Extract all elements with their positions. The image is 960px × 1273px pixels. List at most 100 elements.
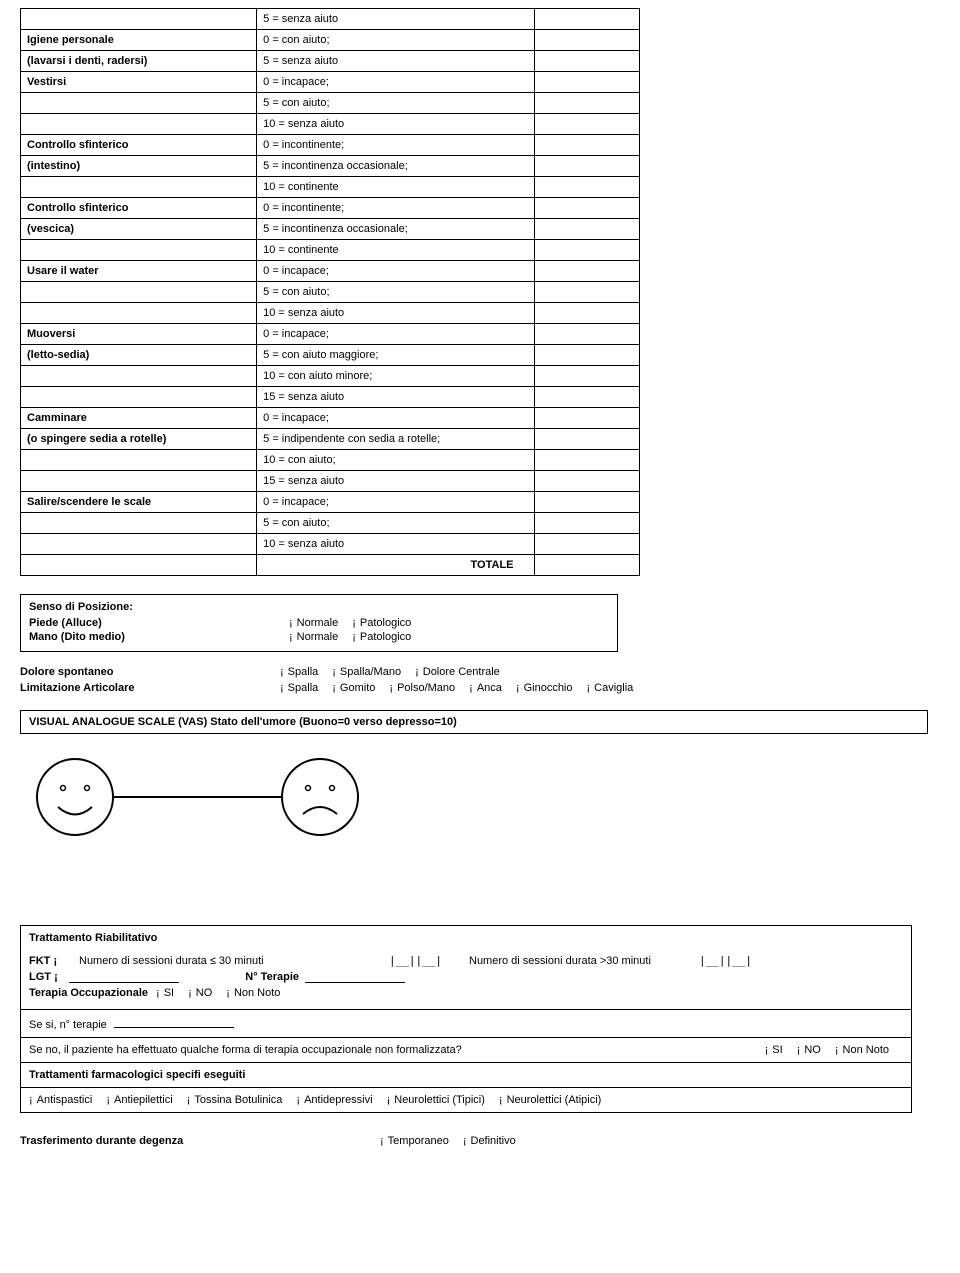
table-row: 10 = con aiuto minore; — [21, 366, 640, 387]
barthel-score-cell[interactable] — [534, 51, 639, 72]
table-row: Vestirsi0 = incapace; — [21, 72, 640, 93]
barthel-score-cell[interactable] — [534, 93, 639, 114]
barthel-score-cell[interactable] — [534, 471, 639, 492]
table-row: Muoversi0 = incapace; — [21, 324, 640, 345]
drug-opt-2[interactable]: ¡Tossina Botulinica — [187, 1094, 283, 1106]
trasf-opt-1[interactable]: ¡Definitivo — [463, 1135, 516, 1147]
barthel-score-cell[interactable] — [534, 30, 639, 51]
occ-si[interactable]: ¡SI — [156, 987, 174, 999]
dolore-opt-0[interactable]: ¡Spalla — [280, 666, 318, 678]
barthel-item-label — [21, 471, 257, 492]
dolore-row: Dolore spontaneo ¡Spalla¡Spalla/Mano¡Dol… — [20, 666, 940, 678]
table-row: Igiene personale0 = con aiuto; — [21, 30, 640, 51]
barthel-score-cell[interactable] — [534, 177, 639, 198]
barthel-item-desc: 0 = incapace; — [257, 72, 534, 93]
totale-value[interactable] — [534, 555, 639, 576]
senso-1-opt-1[interactable]: ¡Patologico — [352, 631, 411, 643]
checkbox-icon: ¡ — [352, 617, 356, 629]
barthel-score-cell[interactable] — [534, 240, 639, 261]
barthel-score-cell[interactable] — [534, 303, 639, 324]
drug-opt-5[interactable]: ¡Neurolettici (Atipici) — [499, 1094, 601, 1106]
nterapie-blank[interactable] — [305, 971, 405, 983]
barthel-score-cell[interactable] — [534, 198, 639, 219]
fkt-sessioni30p-label: Numero di sessioni durata >30 minuti — [469, 955, 699, 967]
barthel-score-cell[interactable] — [534, 114, 639, 135]
trasferimento-row: Trasferimento durante degenza ¡Temporane… — [20, 1135, 940, 1147]
senso-0-opt-0[interactable]: ¡Normale — [289, 617, 338, 629]
barthel-item-desc: 0 = incapace; — [257, 324, 534, 345]
senso-row: Piede (Alluce)¡Normale¡Patologico — [29, 617, 609, 629]
senso-1-opt-0[interactable]: ¡Normale — [289, 631, 338, 643]
barthel-score-cell[interactable] — [534, 156, 639, 177]
trasf-opt-0[interactable]: ¡Temporaneo — [380, 1135, 449, 1147]
checkbox-icon: ¡ — [380, 1135, 384, 1147]
dolore-opt-2[interactable]: ¡Dolore Centrale — [415, 666, 500, 678]
dolore-opt-1[interactable]: ¡Spalla/Mano — [332, 666, 401, 678]
drug-opt-1[interactable]: ¡Antiepilettici — [106, 1094, 172, 1106]
barthel-item-label: Usare il water — [21, 261, 257, 282]
option-label: Normale — [297, 617, 339, 629]
occ-nonnoto[interactable]: ¡Non Noto — [226, 987, 280, 999]
vas-title: VISUAL ANALOGUE SCALE (VAS) Stato dell'u… — [20, 710, 928, 734]
occ-no[interactable]: ¡NO — [188, 987, 212, 999]
barthel-score-cell[interactable] — [534, 492, 639, 513]
barthel-score-cell[interactable] — [534, 282, 639, 303]
barthel-score-cell[interactable] — [534, 387, 639, 408]
seno-no[interactable]: ¡NO — [797, 1044, 821, 1056]
barthel-item-label: Controllo sfinterico — [21, 198, 257, 219]
checkbox-icon: ¡ — [415, 666, 419, 678]
trattamento-title: Trattamento Riabilitativo — [29, 932, 903, 944]
senso-0-opt-1[interactable]: ¡Patologico — [352, 617, 411, 629]
option-label: Caviglia — [594, 682, 633, 694]
barthel-score-cell[interactable] — [534, 9, 639, 30]
senso-posizione-box: Senso di Posizione: Piede (Alluce)¡Norma… — [20, 594, 618, 652]
barthel-item-label — [21, 282, 257, 303]
limit-opt-1[interactable]: ¡Gomito — [332, 682, 375, 694]
drug-opt-3[interactable]: ¡Antidepressivi — [296, 1094, 372, 1106]
fkt-sessioni30p-input[interactable]: |__||__| — [699, 954, 752, 967]
barthel-item-label — [21, 9, 257, 30]
barthel-item-label — [21, 534, 257, 555]
drug-opt-0[interactable]: ¡Antispastici — [29, 1094, 92, 1106]
barthel-score-cell[interactable] — [534, 429, 639, 450]
barthel-score-cell[interactable] — [534, 324, 639, 345]
table-row: 5 = senza aiuto — [21, 9, 640, 30]
checkbox-icon: ¡ — [187, 1094, 191, 1106]
drug-label: Antispastici — [37, 1094, 93, 1106]
drug-opt-4[interactable]: ¡Neurolettici (Tipici) — [387, 1094, 485, 1106]
barthel-score-cell[interactable] — [534, 219, 639, 240]
limit-opt-0[interactable]: ¡Spalla — [280, 682, 318, 694]
drugs-row: ¡Antispastici¡Antiepilettici¡Tossina Bot… — [21, 1088, 911, 1112]
barthel-score-cell[interactable] — [534, 345, 639, 366]
barthel-item-label — [21, 114, 257, 135]
barthel-score-cell[interactable] — [534, 72, 639, 93]
barthel-score-cell[interactable] — [534, 513, 639, 534]
barthel-item-desc: 10 = con aiuto; — [257, 450, 534, 471]
checkbox-icon: ¡ — [387, 1094, 391, 1106]
barthel-score-cell[interactable] — [534, 450, 639, 471]
seno-si[interactable]: ¡SI — [765, 1044, 783, 1056]
barthel-item-label — [21, 93, 257, 114]
barthel-score-cell[interactable] — [534, 261, 639, 282]
barthel-item-desc: 10 = senza aiuto — [257, 114, 534, 135]
dolore-label: Dolore spontaneo — [20, 666, 280, 678]
barthel-score-cell[interactable] — [534, 534, 639, 555]
barthel-score-cell[interactable] — [534, 408, 639, 429]
barthel-item-label — [21, 450, 257, 471]
limit-opt-4[interactable]: ¡Ginocchio — [516, 682, 573, 694]
barthel-item-desc: 0 = incontinente; — [257, 198, 534, 219]
limit-opt-3[interactable]: ¡Anca — [469, 682, 502, 694]
checkbox-icon: ¡ — [106, 1094, 110, 1106]
option-label: Spalla — [288, 682, 319, 694]
fkt-sessioni30-input[interactable]: |__||__| — [389, 954, 469, 967]
limit-opt-2[interactable]: ¡Polso/Mano — [389, 682, 455, 694]
barthel-score-cell[interactable] — [534, 135, 639, 156]
lgt-blank[interactable] — [69, 971, 179, 983]
limit-opt-5[interactable]: ¡Caviglia — [587, 682, 634, 694]
option-label: Spalla — [288, 666, 319, 678]
checkbox-icon: ¡ — [469, 682, 473, 694]
barthel-item-desc: 15 = senza aiuto — [257, 387, 534, 408]
sesi-blank[interactable] — [114, 1016, 234, 1028]
seno-nonnoto[interactable]: ¡Non Noto — [835, 1044, 889, 1056]
barthel-score-cell[interactable] — [534, 366, 639, 387]
